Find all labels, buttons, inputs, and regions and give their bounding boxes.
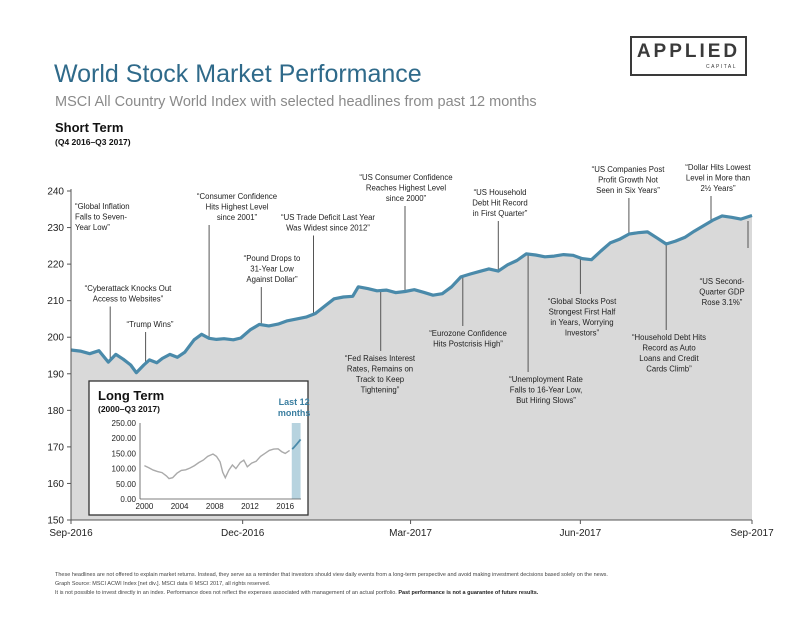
- annotation-profit: Profit Growth Not: [598, 176, 659, 185]
- section-title: Short Term: [55, 120, 124, 135]
- x-tick-label: Sep-2016: [49, 528, 93, 539]
- y-tick-label: 150: [47, 516, 64, 527]
- annotation-globalstocks: Strongest First Half: [549, 308, 617, 317]
- annotation-gdp: Quarter GDP: [699, 288, 745, 297]
- inset-frame: [88, 380, 309, 516]
- inset-y-tick-label: 50.00: [116, 480, 137, 489]
- annotation-eurozone: “Eurozone Confidence: [429, 329, 507, 338]
- y-tick-label: 170: [47, 442, 64, 453]
- annotation-usconf: “US Consumer Confidence: [359, 173, 452, 182]
- logo-main-text: APPLIED: [636, 41, 741, 62]
- annotation-inflation: “Global Inflation: [75, 202, 130, 211]
- annotation-dollar: Level in More than: [686, 174, 750, 183]
- y-tick-label: 180: [47, 406, 64, 417]
- inset-x-tick-label: 2016: [276, 502, 294, 511]
- annotation-dollar: 2½ Years”: [700, 184, 736, 193]
- annotation-inflation: Falls to Seven-: [75, 213, 127, 222]
- inset-x-tick-label: 2000: [136, 502, 154, 511]
- page-title: World Stock Market Performance: [54, 60, 422, 88]
- annotation-cyberattack: “Cyberattack Knocks Out: [85, 284, 172, 293]
- annotation-debt: Record as Auto: [642, 344, 696, 353]
- logo-sub-text: CAPITAL: [704, 64, 739, 70]
- applied-capital-logo: APPLIED CAPITAL: [630, 36, 747, 76]
- inset-highlight-label: months: [278, 408, 311, 418]
- inset-x-tick-label: 2004: [171, 502, 189, 511]
- annotation-trade: “US Trade Deficit Last Year: [281, 213, 375, 222]
- x-tick-label: Dec-2016: [221, 528, 265, 539]
- annotation-gdp: “US Second-: [700, 277, 745, 286]
- annotation-trump: “Trump Wins”: [127, 320, 174, 329]
- annotation-profit: “US Companies Post: [592, 165, 666, 174]
- annotation-profit: Seen in Six Years”: [596, 186, 660, 195]
- y-tick-label: 190: [47, 369, 64, 380]
- footer-performance-text: It is not possible to invest directly in…: [55, 590, 397, 596]
- annotation-pound: Against Dollar”: [246, 275, 298, 284]
- annotation-confidence: Hits Highest Level: [206, 203, 269, 212]
- annotation-confidence: since 2001”: [217, 213, 258, 222]
- annotation-inflation: Year Low”: [75, 223, 110, 232]
- annotation-confidence: “Consumer Confidence: [197, 192, 277, 201]
- y-tick-label: 200: [47, 333, 64, 344]
- annotation-fed: “Fed Raises Interest: [345, 354, 416, 363]
- footer-performance: It is not possible to invest directly in…: [55, 590, 538, 596]
- annotation-unemployment: Falls to 16-Year Low,: [510, 386, 583, 395]
- inset-y-tick-label: 0.00: [120, 495, 136, 504]
- inset-recent-line: [291, 438, 302, 450]
- x-tick-label: Jun-2017: [559, 528, 601, 539]
- footer-performance-bold: Past performance is not a guarantee of f…: [398, 590, 539, 596]
- inset-x-tick-label: 2008: [206, 502, 224, 511]
- annotation-household: “US Household: [474, 188, 527, 197]
- footer-source: Graph Source: MSCI ACWI Index [net div.]…: [55, 581, 271, 587]
- inset-highlight-label: Last 12: [279, 397, 310, 407]
- inset-y-tick-label: 100.00: [112, 465, 137, 474]
- inset-y-tick-label: 250.00: [112, 419, 137, 428]
- annotation-unemployment: But Hiring Slows”: [516, 396, 576, 405]
- page-subtitle: MSCI All Country World Index with select…: [55, 94, 537, 110]
- annotation-cyberattack: Access to Websites”: [93, 295, 164, 304]
- annotation-gdp: Rose 3.1%”: [702, 298, 743, 307]
- x-tick-label: Sep-2017: [730, 528, 774, 539]
- inset-y-tick-label: 150.00: [112, 449, 137, 458]
- inset-y-tick-label: 200.00: [112, 434, 137, 443]
- footer-disclaimer: These headlines are not offered to expla…: [55, 572, 608, 578]
- annotation-usconf: since 2000”: [386, 194, 427, 203]
- annotation-globalstocks: “Global Stocks Post: [548, 297, 617, 306]
- annotation-pound: “Pound Drops to: [244, 254, 301, 263]
- annotation-eurozone: Hits Postcrisis High”: [433, 340, 503, 349]
- x-tick-label: Mar-2017: [389, 528, 432, 539]
- annotation-pound: 31-Year Low: [250, 265, 294, 274]
- annotation-dollar: “Dollar Hits Lowest: [685, 163, 751, 172]
- y-tick-label: 160: [47, 479, 64, 490]
- annotation-globalstocks: in Years, Worrying: [550, 318, 613, 327]
- inset-highlight: [291, 423, 301, 499]
- annotation-household: in First Quarter”: [473, 209, 528, 218]
- annotation-globalstocks: Investors”: [565, 329, 600, 338]
- annotation-debt: “Household Debt Hits: [632, 333, 706, 342]
- inset-x-tick-label: 2012: [241, 502, 259, 511]
- annotation-household: Debt Hit Record: [472, 199, 527, 208]
- y-tick-label: 240: [47, 187, 64, 198]
- annotation-unemployment: “Unemployment Rate: [509, 375, 583, 384]
- annotation-usconf: Reaches Highest Level: [366, 184, 446, 193]
- annotation-fed: Rates, Remains on: [347, 365, 413, 374]
- inset-series-line: [144, 448, 290, 480]
- annotation-debt: Cards Climb”: [646, 365, 692, 374]
- section-subtitle: (Q4 2016–Q3 2017): [55, 137, 131, 147]
- y-tick-label: 210: [47, 296, 64, 307]
- annotation-debt: Loans and Credit: [639, 354, 699, 363]
- series-line: [70, 213, 753, 375]
- y-tick-label: 220: [47, 260, 64, 271]
- y-tick-label: 230: [47, 223, 64, 234]
- annotation-trade: Was Widest since 2012”: [286, 224, 370, 233]
- inset-subtitle: (2000–Q3 2017): [98, 404, 160, 414]
- annotation-fed: Tightening”: [361, 386, 400, 395]
- inset-title: Long Term: [98, 388, 164, 403]
- annotation-fed: Track to Keep: [356, 375, 405, 384]
